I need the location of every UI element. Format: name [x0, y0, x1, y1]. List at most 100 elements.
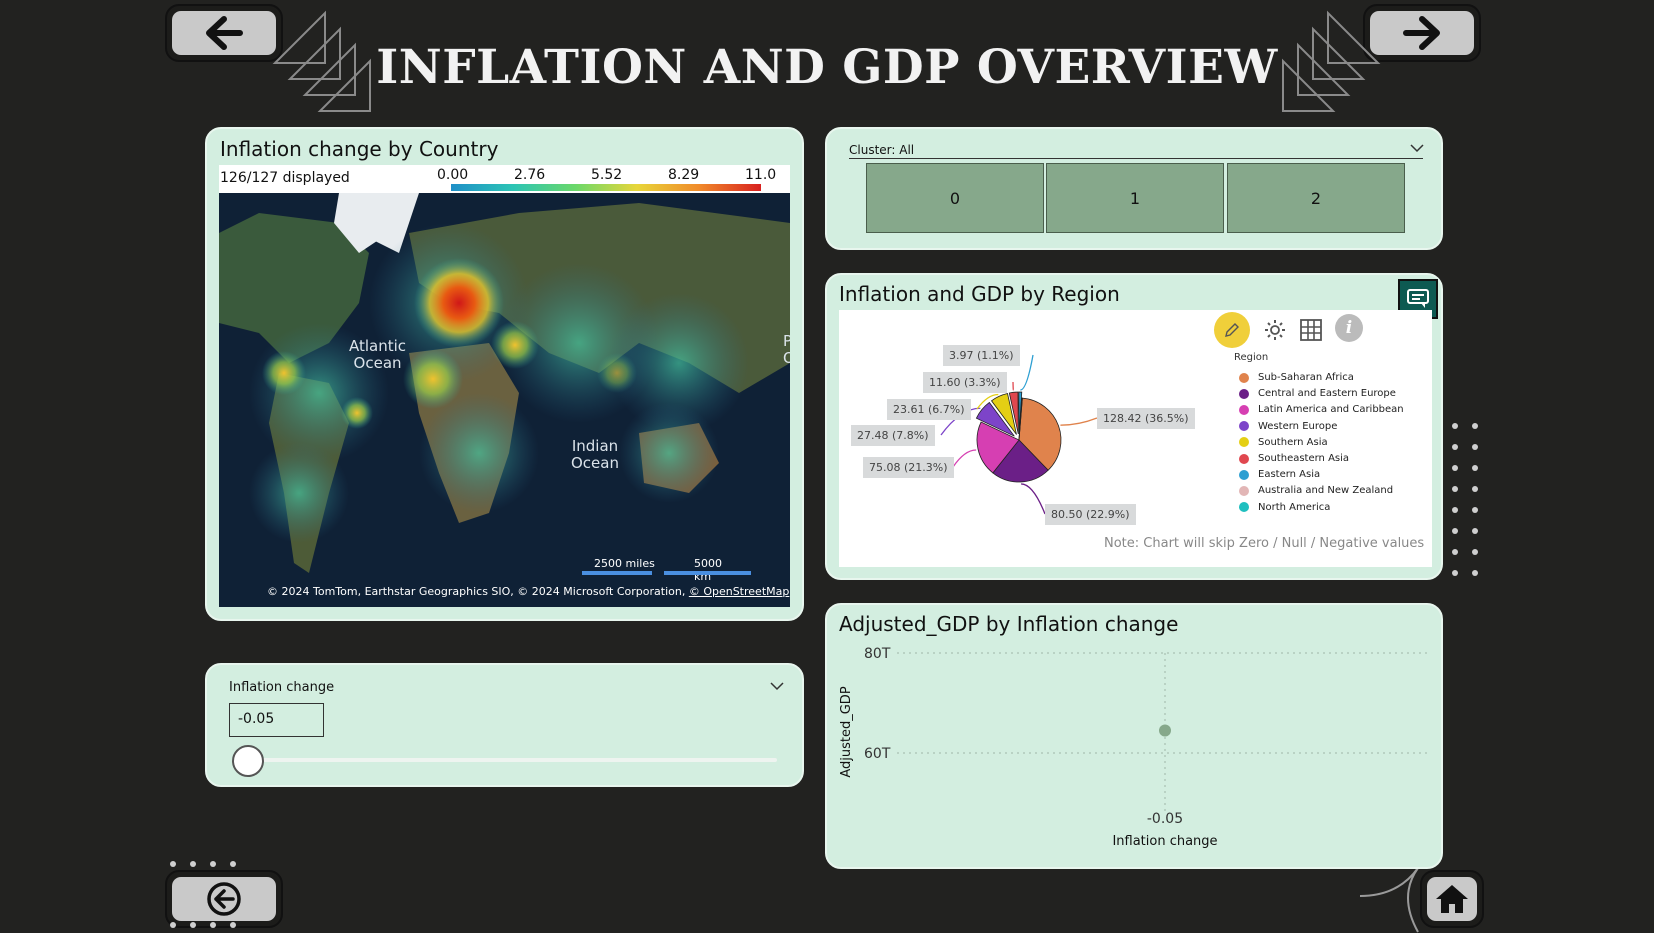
- pie-slice[interactable]: [1008, 391, 1019, 435]
- slider-track[interactable]: [247, 758, 777, 762]
- legend-marker: [1239, 469, 1249, 480]
- x-tick-label: -0.05: [1147, 811, 1183, 827]
- ocean-label-pacific-line1: P: [783, 332, 790, 350]
- scatter-svg: 80T 60T -0.05 Inflation change Adjusted_GDP: [839, 646, 1427, 849]
- ocean-label-indian-line2: Ocean: [571, 454, 619, 472]
- heatmap-map: [219, 193, 790, 607]
- legend-label: Sub-Saharan Africa: [1258, 372, 1354, 383]
- scale-km: 5000 km: [694, 557, 722, 583]
- legend-marker: [1239, 485, 1249, 496]
- cluster-button-0[interactable]: 0: [866, 163, 1044, 233]
- return-button[interactable]: [165, 870, 283, 928]
- cluster-underline: [849, 158, 1423, 159]
- pie-leader-line: [976, 393, 999, 410]
- ocean-label-pacific: P O: [783, 333, 790, 367]
- openstreetmap-link[interactable]: © OpenStreetMap: [688, 585, 790, 598]
- legend-marker: [1239, 388, 1249, 399]
- slicer-value-input[interactable]: -0.05: [229, 703, 324, 737]
- ocean-label-indian: Indian Ocean: [571, 438, 619, 472]
- map-card-title: Inflation change by Country: [220, 137, 499, 161]
- pie-slice[interactable]: [990, 393, 1017, 435]
- pie-data-label: 75.08 (21.3%): [863, 457, 954, 478]
- comment-icon: [1407, 289, 1429, 308]
- legend-marker: [1239, 421, 1249, 432]
- slider-thumb[interactable]: [232, 745, 264, 777]
- scale-bar-miles: [582, 571, 652, 575]
- legend-item[interactable]: Central and Eastern Europe: [1239, 388, 1396, 399]
- return-button-face[interactable]: [172, 877, 276, 921]
- map-area[interactable]: Atlantic Ocean Indian Ocean P O 2500 mil…: [219, 193, 790, 607]
- pencil-icon: [1225, 323, 1239, 337]
- map-card: Inflation change by Country 126/127 disp…: [205, 127, 804, 621]
- legend-marker: [1239, 404, 1249, 415]
- pie-chart-area: 128.42 (36.5%) 80.50 (22.9%) 75.08 (21.3%)…: [839, 310, 1432, 567]
- legend-marker: [1239, 502, 1249, 513]
- cluster-button-2[interactable]: 2: [1227, 163, 1405, 233]
- scatter-point[interactable]: [1159, 724, 1171, 737]
- scale-tick-2: 5.52: [591, 167, 623, 183]
- forward-button-face[interactable]: [1370, 11, 1474, 55]
- home-icon: [1436, 885, 1468, 913]
- x-axis-label: Inflation change: [1112, 834, 1217, 849]
- legend-item[interactable]: Western Europe: [1239, 421, 1337, 432]
- cluster-button-1[interactable]: 1: [1046, 163, 1224, 233]
- legend-label: Western Europe: [1258, 420, 1338, 432]
- legend-label: Southeastern Asia: [1258, 453, 1350, 464]
- page-title: INFLATION AND GDP OVERVIEW: [376, 40, 1278, 95]
- chevron-down-icon[interactable]: [770, 681, 784, 691]
- scatter-card-title: Adjusted_GDP by Inflation change: [839, 612, 1179, 636]
- ocean-label-pacific-line2: O: [783, 349, 790, 367]
- pie-svg: [940, 354, 1098, 515]
- legend-marker: [1239, 453, 1249, 464]
- home-button-face[interactable]: [1427, 877, 1477, 921]
- pie-slice[interactable]: [976, 421, 1020, 474]
- displayed-count: 126/127 displayed: [220, 170, 350, 186]
- y-axis-label: Adjusted_GDP: [839, 686, 854, 777]
- home-button[interactable]: [1420, 870, 1484, 928]
- pie-slice[interactable]: [992, 439, 1049, 483]
- legend-item[interactable]: Southeastern Asia: [1239, 453, 1349, 464]
- map-visual[interactable]: 126/127 displayed 0.00 2.76 5.52 8.29 11…: [219, 165, 790, 607]
- pie-leader-line: [1021, 483, 1046, 515]
- pie-slice[interactable]: [1018, 397, 1062, 471]
- pie-slice[interactable]: [1018, 397, 1023, 441]
- back-button[interactable]: [165, 4, 283, 62]
- legend-label: Southern Asia: [1258, 436, 1328, 448]
- ocean-label-atlantic-line1: Atlantic: [349, 337, 407, 355]
- pie-slice[interactable]: [975, 401, 1015, 437]
- pie-data-label: 27.48 (7.8%): [851, 425, 935, 446]
- legend-item[interactable]: Sub-Saharan Africa: [1239, 372, 1354, 383]
- gear-icon[interactable]: [1263, 318, 1287, 342]
- pie-data-label: 3.97 (1.1%): [943, 345, 1020, 366]
- grid-icon[interactable]: [1300, 319, 1322, 341]
- legend-item[interactable]: Southern Asia: [1239, 437, 1328, 448]
- scatter-card: Adjusted_GDP by Inflation change 80T 60T -…: [825, 603, 1443, 869]
- pie-leader-line: [1020, 354, 1034, 391]
- chevron-down-icon[interactable]: [1410, 143, 1424, 153]
- forward-button[interactable]: [1363, 4, 1481, 62]
- pie-data-label: 80.50 (22.9%): [1045, 504, 1136, 525]
- legend-marker: [1239, 437, 1249, 448]
- scale-tick-3: 8.29: [668, 167, 700, 183]
- legend-item[interactable]: North America: [1239, 502, 1330, 513]
- legend-title: Region: [1234, 352, 1269, 363]
- legend-item[interactable]: Latin America and Caribbean: [1239, 404, 1404, 415]
- back-button-face[interactable]: [172, 11, 276, 55]
- legend-item[interactable]: Eastern Asia: [1239, 469, 1320, 480]
- inflation-slicer-card: Inflation change -0.05: [205, 663, 804, 787]
- legend-marker: [1239, 372, 1249, 383]
- scale-miles: 2500 miles: [594, 557, 655, 570]
- decorative-triangles-right: [1282, 10, 1381, 112]
- scale-bar-km: [664, 571, 751, 575]
- pie-leader-line: [1060, 417, 1098, 426]
- edit-button[interactable]: [1214, 312, 1250, 348]
- pie-data-label: 11.60 (3.3%): [923, 372, 1007, 393]
- info-icon[interactable]: i: [1335, 314, 1363, 342]
- decorative-star: [1359, 867, 1419, 933]
- y-tick-label: 60T: [864, 746, 891, 762]
- region-legend: Sub-Saharan Africa Central and Eastern Eu…: [1239, 372, 1429, 522]
- arrow-left-icon: [206, 16, 243, 50]
- cluster-slicer-card: Cluster: All 0 1 2: [825, 127, 1443, 250]
- legend-item[interactable]: Australia and New Zealand: [1239, 485, 1393, 496]
- ocean-label-indian-line1: Indian: [571, 437, 619, 455]
